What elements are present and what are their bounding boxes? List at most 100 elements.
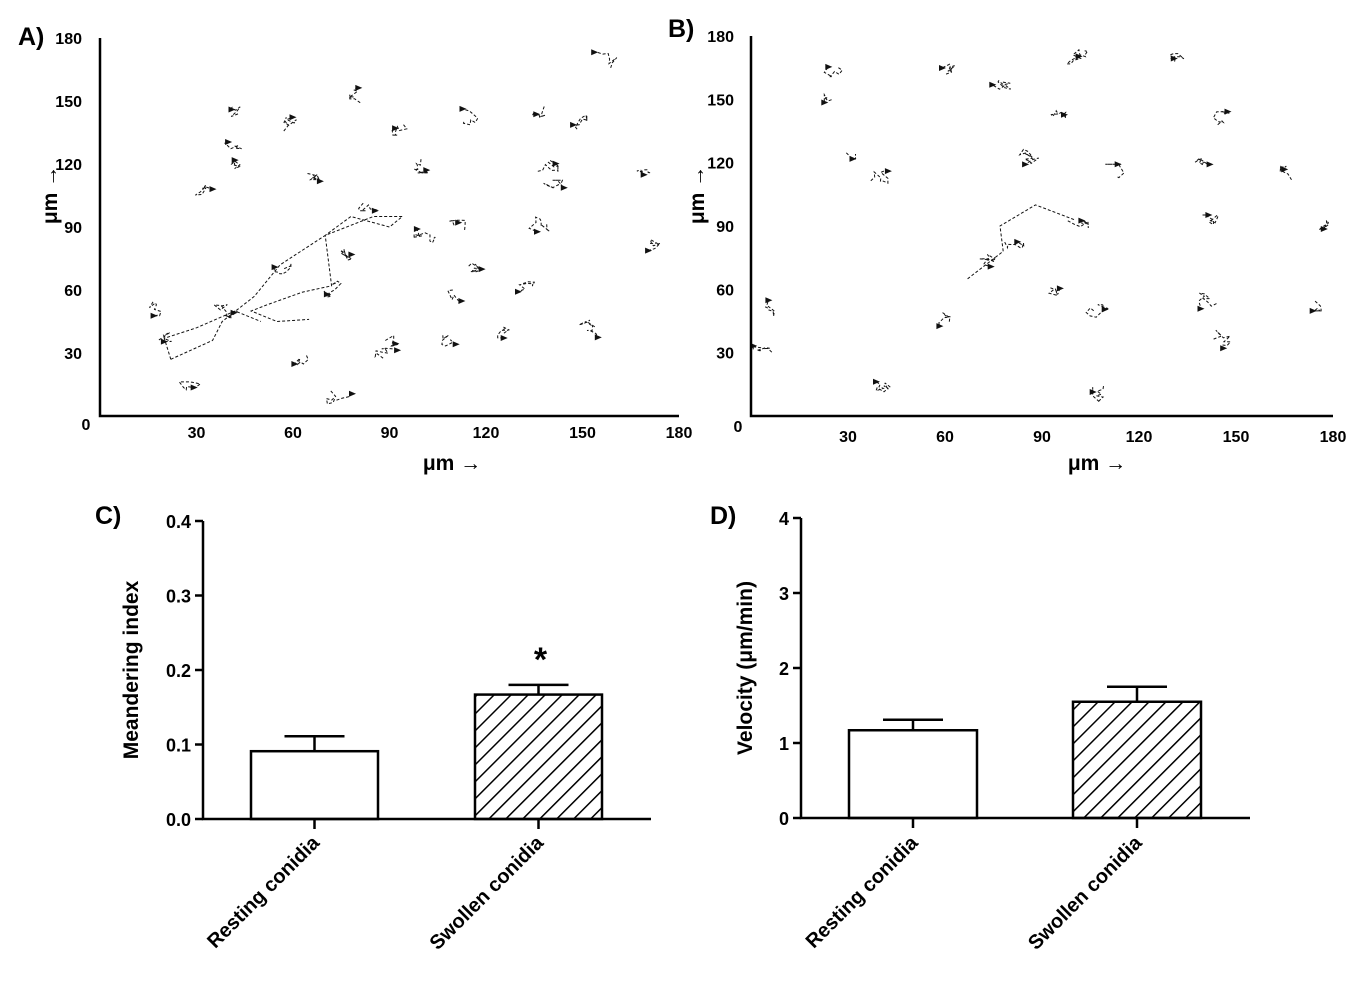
bar-resting-conidia xyxy=(847,729,979,820)
x-tick-label: 120 xyxy=(473,425,500,442)
track-end-arrowhead xyxy=(423,167,431,174)
track-end-arrowhead xyxy=(1320,226,1328,232)
track-end-arrowhead xyxy=(1205,212,1213,218)
cell-track xyxy=(1213,329,1232,349)
cell-track xyxy=(823,66,843,78)
cell-track xyxy=(979,253,996,268)
y-tick-label: 4 xyxy=(779,509,789,529)
panel-c-letter: C) xyxy=(95,502,121,530)
category-label: Resting conidia xyxy=(203,831,324,952)
cell-track xyxy=(647,238,661,252)
track-end-arrowhead xyxy=(594,334,602,341)
track-end-arrowhead xyxy=(190,384,198,391)
cell-track xyxy=(468,262,482,273)
track-end-arrowhead xyxy=(765,297,773,304)
cell-track xyxy=(273,263,292,275)
track-end-arrowhead xyxy=(821,99,829,106)
panel-b-y-axis-label: μm → xyxy=(686,166,709,224)
panel-c-y-axis-label: Meandering index xyxy=(120,580,143,759)
cell-track xyxy=(823,92,832,103)
x-tick-label: 90 xyxy=(1033,429,1051,446)
track-end-arrowhead xyxy=(349,390,356,397)
track-end-arrowhead xyxy=(884,168,892,175)
track-end-arrowhead xyxy=(323,291,331,298)
cell-track xyxy=(594,51,618,69)
bar-swollen-conidia xyxy=(473,693,604,821)
x-tick-label: 180 xyxy=(666,425,693,442)
cell-track xyxy=(938,312,951,327)
track-end-arrowhead xyxy=(458,298,466,304)
cell-track xyxy=(1018,148,1039,165)
track-end-arrowhead xyxy=(209,186,217,193)
track-end-arrowhead xyxy=(413,226,421,232)
track-end-arrowhead xyxy=(355,84,363,91)
panel-c-category-labels: Resting conidia Swollen conidia xyxy=(203,831,548,954)
cell-track xyxy=(224,141,242,151)
cell-track xyxy=(323,280,342,299)
significance-marker: * xyxy=(534,641,548,679)
track-end-arrowhead xyxy=(478,266,486,273)
track-end-arrowhead xyxy=(231,157,239,164)
y-tick-label: 150 xyxy=(55,94,82,111)
y-tick-label: 180 xyxy=(707,29,734,46)
panel-d-bars xyxy=(847,685,1203,828)
track-end-arrowhead xyxy=(371,207,379,214)
track-end-arrowhead xyxy=(150,312,158,319)
track-end-arrowhead xyxy=(1089,389,1097,395)
cell-track xyxy=(447,289,462,302)
panel-a-x-ticks: 30 60 90 120 150 180 xyxy=(188,425,693,442)
track-end-arrowhead xyxy=(825,63,833,70)
cell-track xyxy=(941,63,957,75)
y-tick-label: 90 xyxy=(64,220,82,237)
cell-track xyxy=(537,159,559,172)
x-tick-label: 90 xyxy=(381,425,399,442)
x-tick-label: 30 xyxy=(839,429,857,446)
y-tick-label: 120 xyxy=(707,156,734,173)
panel-a-y-axis-label: μm → xyxy=(39,166,62,224)
bar-swollen-conidia xyxy=(1071,700,1203,820)
panel-b-axes xyxy=(749,36,1333,418)
track-end-arrowhead xyxy=(1224,108,1232,115)
y-tick-label: 2 xyxy=(779,659,789,679)
panel-d-category-labels: Resting conidia Swollen conidia xyxy=(802,831,1147,954)
cell-track xyxy=(1065,48,1088,65)
long-cell-track xyxy=(170,215,404,360)
track-end-arrowhead xyxy=(560,184,568,191)
panel-a-letter: A) xyxy=(18,23,44,51)
y-tick-label: 30 xyxy=(716,346,734,363)
track-end-arrowhead xyxy=(500,335,508,341)
track-end-arrowhead xyxy=(1220,345,1228,352)
y-tick-label: 0 xyxy=(779,809,789,829)
cell-track xyxy=(178,381,202,391)
cell-track xyxy=(325,390,353,405)
cell-track xyxy=(1047,287,1061,296)
panel-b-origin-label: 0 xyxy=(734,419,743,436)
x-tick-label: 120 xyxy=(1126,429,1153,446)
long-cell-track xyxy=(967,204,1075,280)
track-end-arrowhead xyxy=(1281,166,1289,173)
track-end-arrowhead xyxy=(533,111,541,118)
panel-b-tracks xyxy=(750,48,1330,403)
track-end-arrowhead xyxy=(455,219,463,226)
y-tick-label: 1 xyxy=(779,734,789,754)
track-end-arrowhead xyxy=(348,251,356,258)
track-end-arrowhead xyxy=(936,323,944,330)
cell-track xyxy=(283,116,297,132)
track-end-arrowhead xyxy=(640,171,648,178)
panel-a-y-ticks: 30 60 90 120 150 180 xyxy=(55,31,82,363)
track-end-arrowhead xyxy=(1061,111,1068,118)
track-end-arrowhead xyxy=(1170,55,1178,62)
cell-track xyxy=(1212,111,1231,126)
y-tick-label: 0.2 xyxy=(166,661,191,681)
cell-track xyxy=(1004,241,1025,250)
track-end-arrowhead xyxy=(989,81,997,88)
cell-track xyxy=(1194,157,1210,166)
cell-track xyxy=(340,249,354,261)
track-end-arrowhead xyxy=(591,49,599,56)
x-tick-label: 150 xyxy=(1223,429,1250,446)
panel-d-y-axis-label: Velocity (μm/min) xyxy=(734,581,757,755)
panel-b-y-ticks: 30 60 90 120 150 180 xyxy=(707,29,734,363)
x-tick-label: 180 xyxy=(1320,429,1347,446)
cell-track xyxy=(158,332,172,343)
